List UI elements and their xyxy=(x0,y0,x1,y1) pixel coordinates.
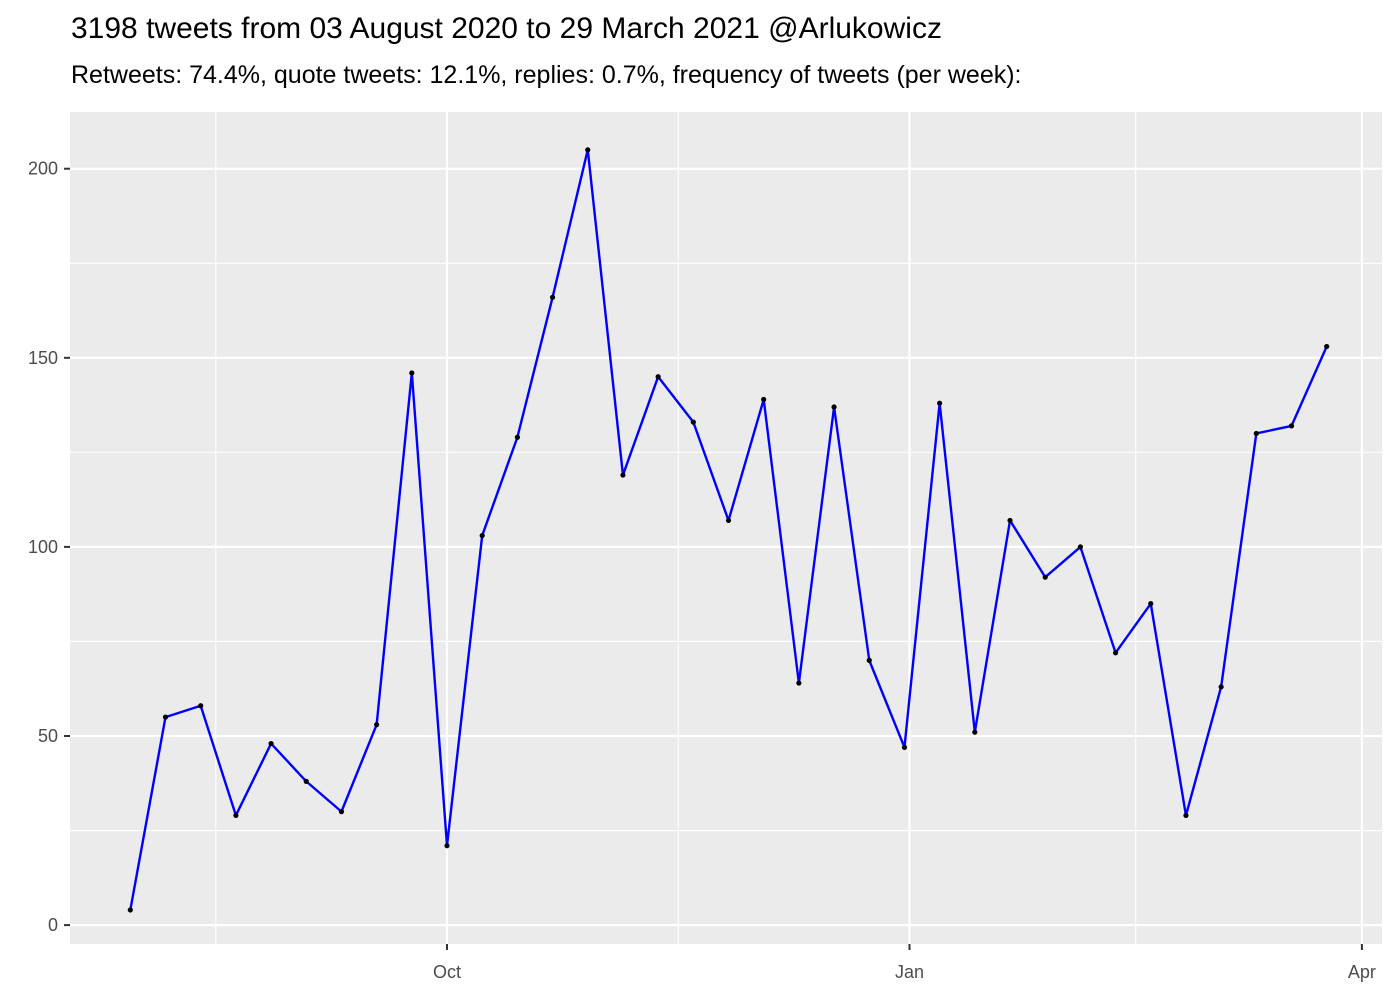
chart-subtitle: Retweets: 74.4%, quote tweets: 12.1%, re… xyxy=(71,61,1022,89)
data-point xyxy=(338,809,345,815)
data-point xyxy=(796,680,802,686)
data-point xyxy=(866,657,872,663)
data-point xyxy=(1324,343,1330,350)
y-tick-label: 0 xyxy=(48,915,58,935)
y-tick-label: 150 xyxy=(28,348,58,368)
x-tick-label: Apr xyxy=(1348,962,1376,982)
data-point xyxy=(831,404,837,410)
data-point xyxy=(1183,812,1189,819)
data-point xyxy=(901,744,908,750)
y-tick-label: 200 xyxy=(28,159,58,179)
data-point xyxy=(937,400,943,406)
data-point xyxy=(514,434,520,440)
data-point xyxy=(127,907,133,913)
data-point xyxy=(1042,574,1048,580)
data-point xyxy=(374,722,380,728)
data-point xyxy=(1112,650,1119,656)
x-tick-label: Jan xyxy=(895,962,924,982)
data-point xyxy=(268,740,274,747)
data-point xyxy=(972,729,978,735)
data-point xyxy=(1218,684,1224,690)
data-point xyxy=(655,374,661,380)
data-point xyxy=(585,147,591,153)
data-point xyxy=(549,294,556,300)
data-point xyxy=(303,778,309,784)
data-point xyxy=(479,532,485,539)
data-point xyxy=(444,843,450,849)
data-point xyxy=(620,472,626,478)
chart-title: 3198 tweets from 03 August 2020 to 29 Ma… xyxy=(71,12,942,45)
data-point xyxy=(1253,430,1259,437)
data-point xyxy=(233,812,239,819)
x-tick-label: Oct xyxy=(433,962,461,982)
y-tick-label: 100 xyxy=(28,537,58,557)
plot-panel xyxy=(70,112,1382,944)
data-point xyxy=(162,714,169,720)
data-point xyxy=(409,370,415,376)
data-point xyxy=(198,703,204,709)
y-tick-label: 50 xyxy=(38,726,58,746)
data-point xyxy=(690,419,696,425)
data-point xyxy=(1288,423,1295,429)
data-point xyxy=(1077,544,1083,550)
data-point xyxy=(761,396,767,403)
data-point xyxy=(725,517,732,524)
data-point xyxy=(1007,517,1013,524)
data-point xyxy=(1148,601,1154,607)
